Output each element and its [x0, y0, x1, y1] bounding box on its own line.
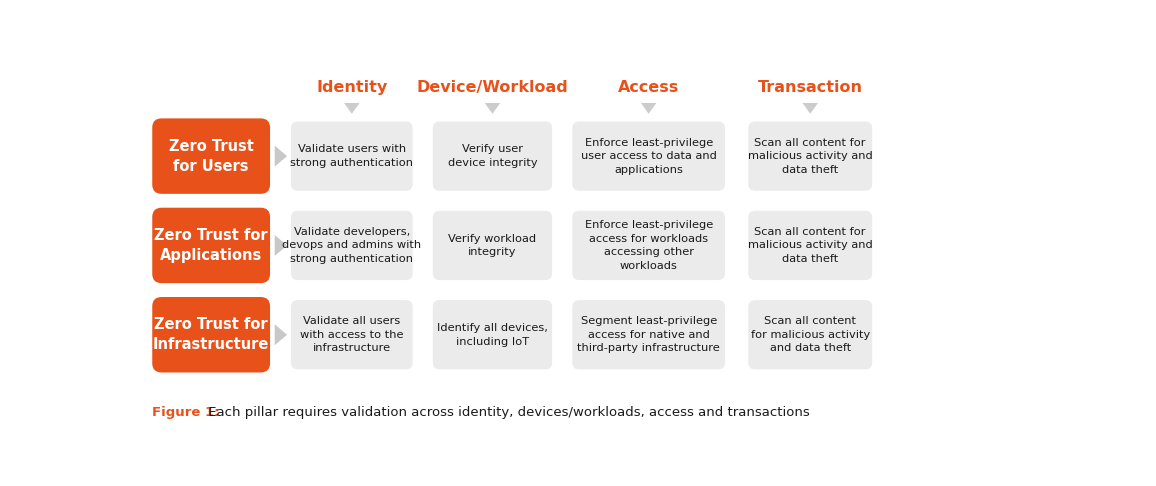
FancyBboxPatch shape	[748, 211, 873, 280]
Polygon shape	[640, 103, 657, 114]
FancyBboxPatch shape	[572, 300, 725, 369]
Polygon shape	[802, 103, 818, 114]
Text: Identity: Identity	[317, 80, 387, 95]
Text: Enforce least-privilege
user access to data and
applications: Enforce least-privilege user access to d…	[580, 138, 717, 174]
Text: Validate users with
strong authentication: Validate users with strong authenticatio…	[290, 144, 414, 168]
FancyBboxPatch shape	[748, 300, 873, 369]
FancyBboxPatch shape	[153, 297, 271, 372]
Polygon shape	[344, 103, 360, 114]
FancyBboxPatch shape	[291, 122, 413, 191]
Text: Zero Trust for
Infrastructure: Zero Trust for Infrastructure	[153, 317, 269, 352]
Text: Validate all users
with access to the
infrastructure: Validate all users with access to the in…	[301, 316, 403, 353]
Text: Transaction: Transaction	[757, 80, 862, 95]
Polygon shape	[484, 103, 501, 114]
FancyBboxPatch shape	[153, 208, 271, 283]
FancyBboxPatch shape	[572, 211, 725, 280]
Text: Device/Workload: Device/Workload	[416, 80, 569, 95]
Text: Identify all devices,
including IoT: Identify all devices, including IoT	[437, 323, 548, 347]
Polygon shape	[275, 324, 287, 345]
Text: Segment least-privilege
access for native and
third-party infrastructure: Segment least-privilege access for nativ…	[577, 316, 720, 353]
FancyBboxPatch shape	[748, 122, 873, 191]
Text: Zero Trust
for Users: Zero Trust for Users	[169, 139, 253, 174]
Text: Verify user
device integrity: Verify user device integrity	[447, 144, 538, 168]
Polygon shape	[275, 146, 287, 167]
FancyBboxPatch shape	[432, 300, 553, 369]
FancyBboxPatch shape	[432, 211, 553, 280]
Text: Access: Access	[618, 80, 680, 95]
Text: Validate developers,
devops and admins with
strong authentication: Validate developers, devops and admins w…	[282, 227, 422, 264]
FancyBboxPatch shape	[432, 122, 553, 191]
Text: Each pillar requires validation across identity, devices/workloads, access and t: Each pillar requires validation across i…	[205, 406, 810, 418]
Text: Scan all content
for malicious activity
and data theft: Scan all content for malicious activity …	[750, 316, 869, 353]
Text: Scan all content for
malicious activity and
data theft: Scan all content for malicious activity …	[748, 138, 873, 174]
FancyBboxPatch shape	[153, 119, 271, 194]
FancyBboxPatch shape	[572, 122, 725, 191]
Text: Verify workload
integrity: Verify workload integrity	[449, 234, 536, 257]
FancyBboxPatch shape	[291, 211, 413, 280]
Text: Figure 1:: Figure 1:	[153, 406, 220, 418]
Text: Enforce least-privilege
access for workloads
accessing other
workloads: Enforce least-privilege access for workl…	[585, 220, 713, 271]
Text: Zero Trust for
Applications: Zero Trust for Applications	[155, 228, 268, 263]
Polygon shape	[275, 235, 287, 256]
Text: Scan all content for
malicious activity and
data theft: Scan all content for malicious activity …	[748, 227, 873, 264]
FancyBboxPatch shape	[291, 300, 413, 369]
